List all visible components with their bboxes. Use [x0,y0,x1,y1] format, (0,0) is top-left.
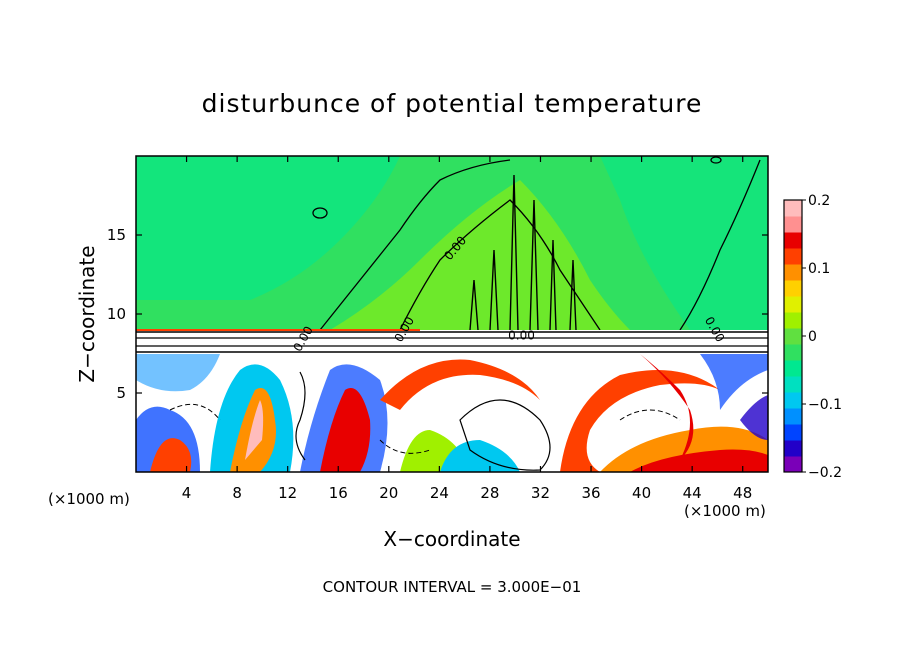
upper-field-contour [399,199,601,331]
x-axis-label: X−coordinate [383,527,520,551]
upper-field-contour [312,207,328,219]
x-tick-label: 32 [531,484,550,502]
x-axis-unit: (×1000 m) [684,502,766,520]
colorbar-tick-label: 0.1 [808,261,830,277]
colorbar-tick-label: 0.2 [808,193,830,209]
upper-field-contour [319,159,511,331]
x-tick-label: 8 [232,484,242,502]
colorbar-swatch [784,392,802,409]
colorbar-swatch [784,248,802,265]
colorbar-swatch [784,216,802,233]
x-tick-label: 28 [480,484,499,502]
colorbar-swatch [784,408,802,425]
upper-field-contour [710,156,722,164]
x-tick-label: 20 [379,484,398,502]
colorbar-tick-label: −0.1 [808,397,842,413]
colorbar-swatch [784,376,802,393]
y-axis-label: Z−coordinate [75,245,99,382]
colorbar: 0.2 0.1 0 −0.1 −0.2 [783,193,842,481]
y-tick-label: 15 [107,226,126,244]
colorbar-swatch [784,312,802,329]
x-tick-label: 4 [182,484,192,502]
colorbar-swatch [784,440,802,457]
x-tick-label: 40 [632,484,651,502]
upper-field-cyan [600,156,768,330]
colorbar-tick-label: 0 [808,329,817,345]
chart-title: disturbunce of potential temperature [202,89,703,118]
colorbar-swatch [784,360,802,377]
colorbar-swatch [784,264,802,281]
x-tick-label: 36 [581,484,600,502]
y-tick-label: 10 [107,305,126,323]
x-tick-label: 12 [278,484,297,502]
colorbar-swatch [784,344,802,361]
x-tick-label: 48 [733,484,752,502]
colorbar-swatch [784,456,802,473]
upper-field-cyan [136,156,400,300]
x-tick-label: 44 [683,484,702,502]
lower-field-structures [136,354,768,472]
contour-interval-label: CONTOUR INTERVAL = 3.000E−01 [323,578,582,596]
colorbar-swatch [784,280,802,297]
colorbar-swatch [784,328,802,345]
y-axis: 5 10 15 [107,226,768,402]
x-tick-label: 24 [430,484,449,502]
colorbar-swatch [784,424,802,441]
z-axis-unit: (×1000 m) [48,490,130,508]
x-tick-label: 16 [329,484,348,502]
contour-label: 0.00 [508,328,535,342]
colorbar-tick-label: −0.2 [808,465,842,481]
colorbar-swatch [784,232,802,249]
colorbar-swatch [784,296,802,313]
upper-field-contour [469,174,577,331]
y-tick-label: 5 [116,384,126,402]
x-axis: 4 8 12 16 20 24 28 32 36 40 44 48 [182,156,752,502]
inversion-band [136,330,768,354]
colorbar-swatch [784,200,802,217]
upper-field-contour [679,159,761,331]
plot-area [136,156,768,472]
